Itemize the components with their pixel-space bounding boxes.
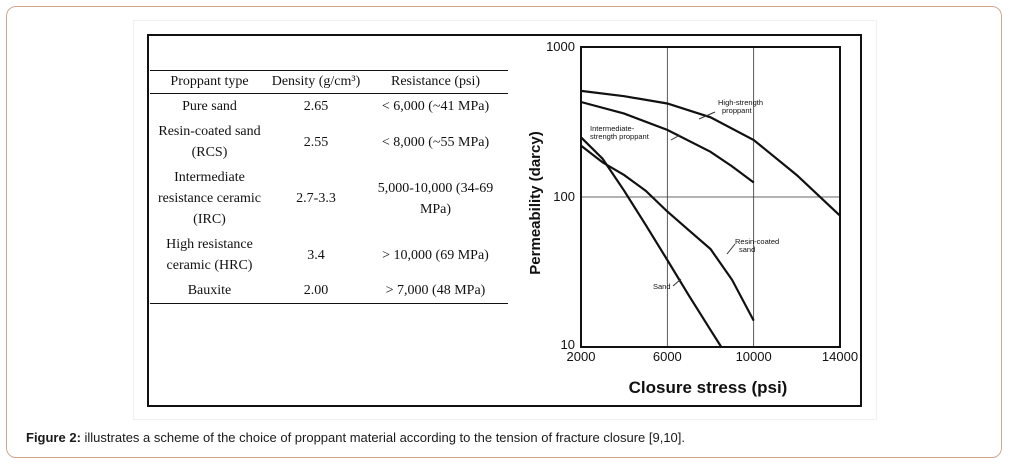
- header-resistance: Resistance (psi): [363, 70, 508, 94]
- cell-density: 2.55: [303, 134, 329, 150]
- annotation-intermediate: Intermediate-strength proppant: [590, 124, 650, 141]
- series-lines: [580, 89, 841, 348]
- cell-density: 2.00: [269, 278, 363, 304]
- y-tick-labels: 10 100 1000: [546, 39, 575, 352]
- x-tick-labels: 2000 6000 10000 14000: [567, 349, 859, 364]
- cell-type: High resistance ceramic (HRC): [166, 237, 253, 273]
- cell-density: 2.65: [303, 99, 329, 114]
- cell-resistance: > 10,000 (69 MPa): [382, 247, 489, 263]
- header-density: Density (g/cm³): [269, 70, 363, 94]
- leader-high-strength: [698, 111, 716, 120]
- table-header-row: Proppant type Density (g/cm³) Resistance…: [150, 70, 508, 94]
- y-tick-label: 10: [561, 337, 575, 352]
- figure-caption: Figure 2: illustrates a scheme of the ch…: [26, 430, 685, 445]
- table-row: Pure sand 2.65 < 6,000 (~41 MPa): [150, 94, 508, 120]
- header-proppant-type: Proppant type: [150, 70, 269, 94]
- cell-density: 2.7-3.3: [296, 191, 336, 206]
- plot-area: [580, 46, 841, 348]
- cell-type: Intermediate resistance ceramic (IRC): [158, 170, 261, 227]
- cell-type: Bauxite: [150, 278, 269, 304]
- series-line-intermediate-strength-proppant: [580, 100, 755, 184]
- x-tick-label: 6000: [653, 349, 682, 364]
- leader-resin-coated: [726, 243, 736, 255]
- x-tick-label: 14000: [822, 349, 858, 364]
- cell-resistance: > 7,000 (48 MPa): [363, 278, 508, 304]
- y-tick-label: 1000: [546, 39, 575, 54]
- caption-text: illustrates a scheme of the choice of pr…: [80, 430, 686, 445]
- series-line-high-strength-proppant: [580, 89, 841, 217]
- series-line-sand: [580, 136, 723, 348]
- annotation-resin-coated: Resin-coated sand: [735, 237, 779, 254]
- table-row: Intermediate resistance ceramic (IRC) 2.…: [150, 165, 508, 232]
- cell-type: Pure sand: [182, 99, 237, 114]
- annotation-high-strength: High-strength proppant: [718, 98, 763, 115]
- cell-resistance: < 8,000 (~55 MPa): [381, 134, 490, 150]
- permeability-chart: Permeability (darcy) 10 100 1000 2000 6000 1…: [527, 39, 859, 397]
- x-tick-label: 2000: [567, 349, 596, 364]
- y-tick-label: 100: [553, 189, 575, 204]
- series-line-resin-coated-sand: [580, 144, 755, 322]
- proppant-table: Proppant type Density (g/cm³) Resistance…: [150, 70, 508, 304]
- cell-density: 3.4: [307, 247, 325, 263]
- figure-inner-border: [147, 34, 862, 407]
- table-row: Resin-coated sand (RCS) 2.55 < 8,000 (~5…: [150, 119, 508, 165]
- leader-sand: [672, 278, 682, 287]
- annotation-sand: Sand: [653, 282, 671, 291]
- leader-intermediate: [670, 134, 681, 141]
- caption-label: Figure 2:: [26, 430, 81, 445]
- cell-resistance: < 6,000 (~41 MPa): [381, 99, 490, 114]
- cell-type: Resin-coated sand (RCS): [158, 124, 261, 160]
- y-axis-label: Permeability (darcy): [527, 131, 544, 274]
- x-axis-label: Closure stress (psi): [629, 378, 788, 397]
- cell-resistance: 5,000-10,000 (34-69 MPa): [377, 180, 494, 217]
- grid-lines: [581, 47, 840, 347]
- table-row: High resistance ceramic (HRC) 3.4 > 10,0…: [150, 232, 508, 278]
- table-row: Bauxite 2.00 > 7,000 (48 MPa): [150, 278, 508, 304]
- x-tick-label: 10000: [736, 349, 772, 364]
